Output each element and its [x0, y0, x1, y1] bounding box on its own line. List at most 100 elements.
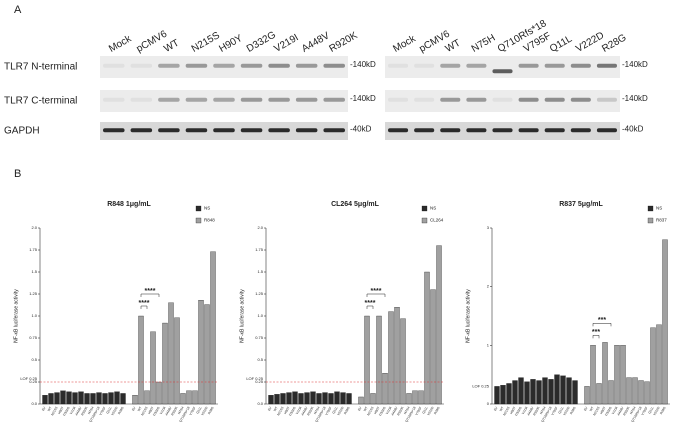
y-tick-label: 0.0: [31, 401, 37, 406]
x-tick-label: V795F: [640, 406, 648, 416]
y-tick-label: 0.75: [255, 335, 264, 340]
x-tick-label: Q11L: [557, 406, 564, 415]
band: [268, 97, 290, 102]
bar: [424, 271, 430, 405]
x-tick-label: Q11L: [331, 406, 338, 415]
chart-title: CL264 5μg/mL: [331, 201, 380, 208]
bar: [280, 393, 286, 405]
band: [544, 63, 565, 68]
row-label: GAPDH: [4, 126, 40, 137]
bar: [102, 393, 108, 405]
bar: [42, 395, 48, 405]
bar: [530, 379, 536, 405]
y-tick-label: 1.75: [255, 247, 264, 252]
blot-background: [100, 90, 348, 112]
legend-label: NS: [204, 206, 210, 211]
bar: [286, 392, 292, 405]
bar: [340, 392, 346, 405]
band: [323, 63, 345, 68]
band: [130, 97, 153, 102]
bar: [54, 392, 60, 405]
band: [158, 128, 180, 133]
band: [213, 97, 235, 102]
y-tick-label: 1: [487, 342, 490, 347]
x-tick-label: R28G: [117, 405, 125, 415]
x-tick-label: WT: [499, 406, 505, 412]
bar: [542, 377, 548, 405]
legend-label: R837: [656, 218, 667, 223]
x-tick-label: V222D: [110, 405, 119, 416]
x-tick-label: R28G: [569, 405, 577, 415]
x-tick-label: A448V: [74, 405, 83, 416]
bar: [60, 390, 66, 405]
band: [492, 128, 513, 133]
bar: [334, 391, 340, 405]
bar: [48, 393, 54, 405]
x-tick-label: V219I: [69, 406, 77, 415]
bar: [268, 395, 274, 405]
band: [268, 63, 290, 68]
panel-label: A: [14, 4, 22, 16]
band: [185, 63, 208, 68]
x-tick-label: V795F: [414, 406, 422, 416]
x-tick-label: EV: [41, 405, 47, 411]
x-tick-label: N75H: [87, 405, 95, 415]
threshold-label: LOF 0.25: [20, 376, 37, 381]
legend-swatch: [647, 205, 654, 212]
panel-label: B: [14, 168, 21, 180]
x-tick-label: Q11L: [105, 406, 112, 415]
bar: [650, 327, 656, 405]
significance-bracket: [140, 293, 160, 297]
blot-background: [385, 90, 620, 112]
significance-label: ****: [145, 288, 156, 295]
x-tick-label: A448V: [300, 405, 309, 416]
significance-label: ***: [598, 317, 606, 324]
band: [414, 97, 435, 102]
x-tick-label: H90Y: [147, 405, 155, 415]
band: [440, 97, 461, 102]
legend-swatch: [421, 205, 428, 212]
band: [440, 128, 461, 133]
x-tick-label: R920K: [532, 405, 541, 416]
band: [130, 128, 153, 133]
x-tick-label: A448V: [526, 405, 535, 416]
x-tick-label: R28G: [207, 405, 215, 415]
band: [414, 128, 435, 133]
band: [596, 63, 617, 68]
x-tick-label: R920K: [170, 405, 179, 416]
y-tick-label: 1.0: [257, 313, 263, 318]
lane-label: A448V: [300, 30, 332, 55]
x-tick-label: R920K: [306, 405, 315, 416]
bar: [644, 381, 650, 405]
significance-label: ***: [592, 329, 600, 336]
bar: [328, 393, 334, 405]
bar: [400, 318, 406, 405]
y-tick-label: 2.0: [31, 225, 37, 230]
y-tick-label: 1.25: [29, 291, 38, 296]
y-tick-label: 1.0: [31, 313, 37, 318]
y-tick-label: 3: [487, 225, 490, 230]
x-tick-label: A448V: [390, 405, 399, 416]
significance-bracket: [592, 323, 612, 327]
legend-swatch: [195, 217, 202, 224]
x-tick-label: H90Y: [599, 405, 607, 415]
x-tick-label: V795F: [550, 406, 558, 416]
mw-marker: -140kD: [350, 60, 376, 69]
bar: [412, 390, 418, 405]
bar: [524, 381, 530, 405]
band: [158, 97, 180, 102]
band: [185, 128, 208, 133]
band: [388, 128, 409, 133]
y-tick-label: 0.25: [255, 379, 264, 384]
x-tick-label: EV: [131, 405, 137, 411]
x-tick-label: V219I: [385, 406, 393, 415]
band: [213, 63, 235, 68]
x-tick-label: N75H: [539, 405, 547, 415]
bar: [596, 383, 602, 405]
x-tick-label: D332G: [152, 405, 161, 416]
bar: [500, 385, 506, 405]
x-tick-label: EV: [583, 405, 589, 411]
bar: [322, 392, 328, 405]
x-tick-label: EV: [357, 405, 363, 411]
